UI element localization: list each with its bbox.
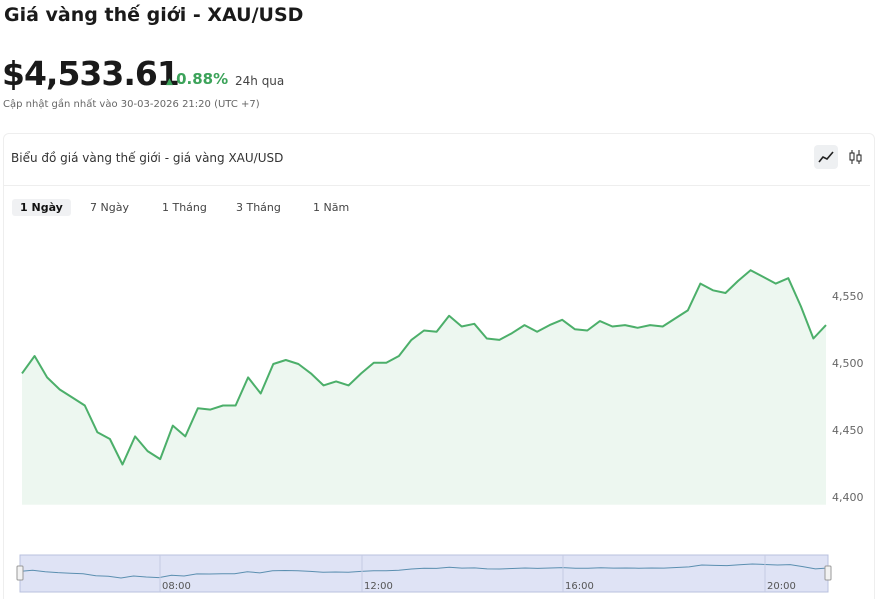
range-tab[interactable]: 1 Năm — [313, 201, 350, 214]
price-line — [21, 269, 827, 466]
range-tab[interactable]: 1 Ngày — [12, 199, 71, 216]
area-fill — [22, 270, 826, 505]
y-tick-label: 4,550 — [832, 290, 864, 303]
y-tick-label: 4,500 — [832, 357, 864, 370]
navigator-handle[interactable] — [824, 565, 832, 581]
change-period: 24h qua — [235, 74, 285, 88]
candle-icon — [849, 150, 862, 164]
page-title: Giá vàng thế giới - XAU/USD — [4, 4, 304, 26]
price-change: ▲ 0.88% — [166, 70, 228, 88]
panel-title: Biểu đồ giá vàng thế giới - giá vàng XAU… — [11, 151, 284, 165]
range-tab[interactable]: 3 Tháng — [236, 201, 281, 214]
up-arrow: ▲ — [166, 77, 177, 87]
navigator-line — [19, 563, 829, 579]
range-tab[interactable]: 7 Ngày — [90, 201, 129, 214]
navigator-label: 12:00 — [364, 581, 393, 592]
price: $4,533.61 — [2, 54, 180, 93]
navigator-window — [19, 554, 829, 593]
navigator-label: 16:00 — [565, 581, 594, 592]
y-tick-label: 4,450 — [832, 424, 864, 437]
chart-type-switch — [814, 145, 868, 169]
navigator-handle[interactable] — [16, 565, 24, 581]
separator — [4, 185, 870, 186]
change-value: 0.88% — [176, 70, 229, 88]
range-tab[interactable]: 1 Tháng — [162, 201, 207, 214]
candlestick-button[interactable] — [844, 145, 868, 169]
line-chart-button[interactable] — [814, 145, 838, 169]
updated-time: Cập nhật gần nhất vào 30-03-2026 21:20 (… — [3, 99, 260, 110]
navigator-label: 20:00 — [767, 581, 796, 592]
y-tick-label: 4,400 — [832, 491, 864, 504]
line-icon — [818, 151, 834, 163]
navigator-label: 08:00 — [162, 581, 191, 592]
